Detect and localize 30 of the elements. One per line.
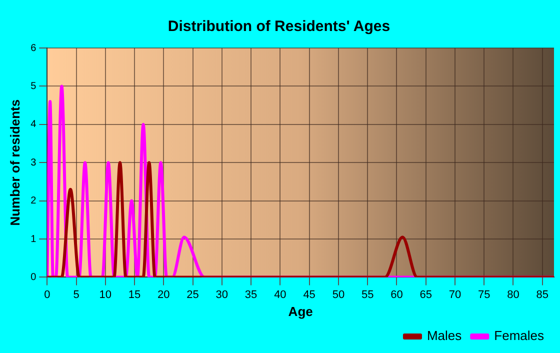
x-tick-label: 10 [99,288,112,301]
x-tick-label: 45 [303,288,316,301]
x-tick-label: 75 [478,288,490,301]
x-tick-label: 5 [73,288,80,301]
x-tick-label: 30 [216,288,228,301]
x-tick-label: 15 [128,288,141,301]
x-tick-label: 55 [361,288,374,301]
y-tick-label: 4 [30,119,37,130]
y-tick-label: 3 [30,157,37,168]
x-tick-label: 20 [158,288,170,301]
x-axis-title: Age [288,304,313,319]
x-tick-label: 80 [507,288,520,301]
x-tick-label: 40 [274,288,286,301]
y-axis-title: Number of residents [7,99,22,226]
chart-title: Distribution of Residents' Ages [168,18,390,36]
y-tick-label: 6 [30,42,37,54]
y-tick-label: 2 [30,196,37,207]
x-tick-label: 65 [420,288,432,301]
x-tick-label: 70 [448,288,462,301]
x-tick-label: 50 [332,288,345,301]
legend-label: Females [494,328,544,344]
x-tick-label: 85 [536,288,548,301]
x-tick-label: 60 [390,288,403,301]
y-tick-label: 1 [30,234,37,245]
legend-label: Males [426,328,462,344]
x-tick-label: 25 [186,288,199,301]
x-tick-label: 35 [244,288,258,301]
y-tick-label: 0 [30,272,37,283]
y-tick-label: 5 [30,80,37,92]
x-tick-label: 0 [44,288,50,301]
